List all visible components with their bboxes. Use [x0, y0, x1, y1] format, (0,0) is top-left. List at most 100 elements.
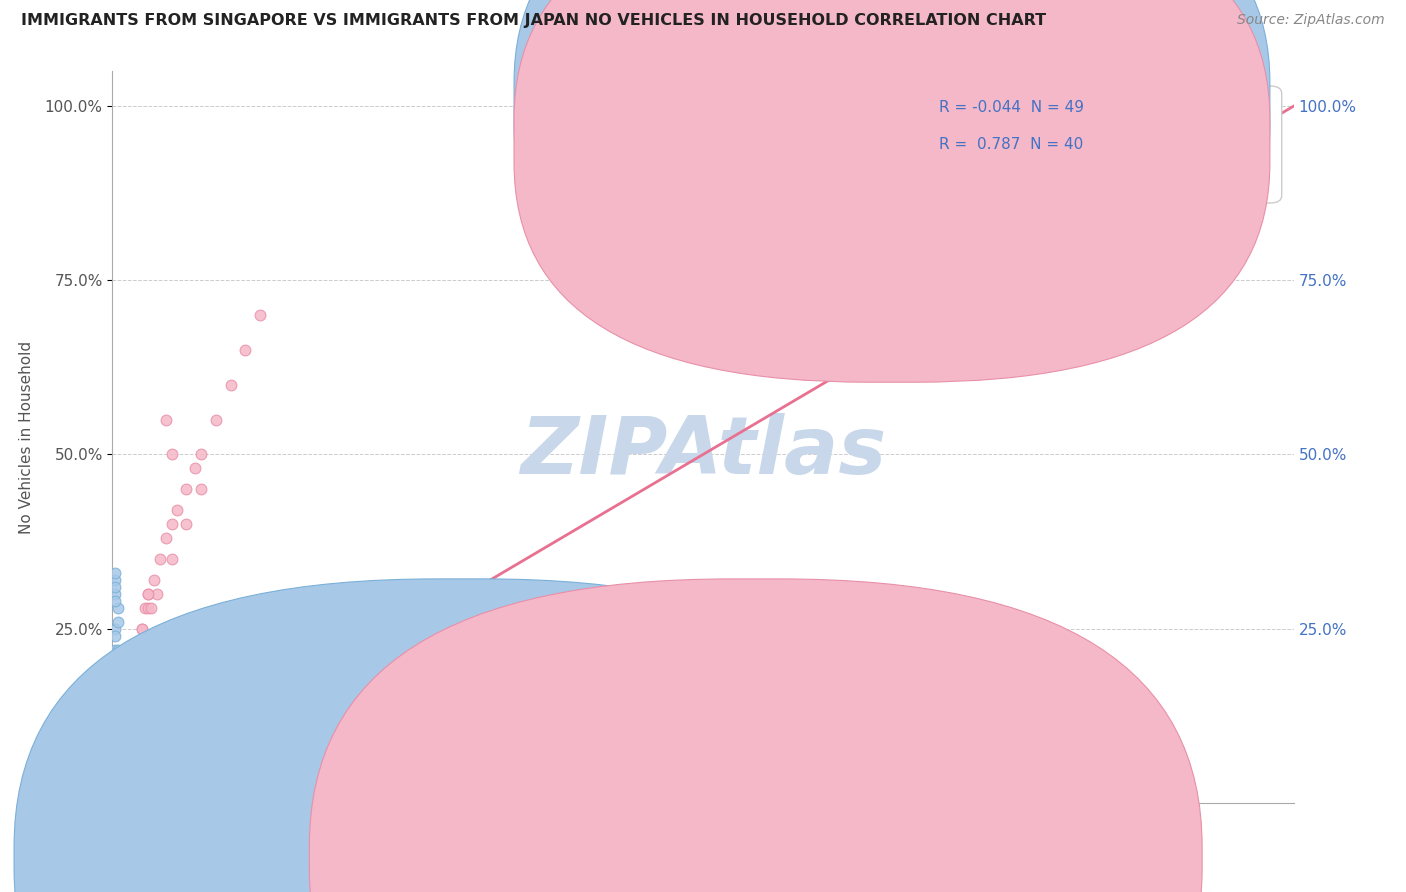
Point — [104, 698, 127, 713]
Point — [205, 412, 228, 426]
Point — [104, 642, 127, 657]
Point — [107, 781, 129, 796]
Point — [110, 726, 132, 740]
Point — [112, 726, 135, 740]
Point — [128, 642, 150, 657]
Text: Source: ZipAtlas.com: Source: ZipAtlas.com — [1237, 13, 1385, 28]
Point — [104, 684, 127, 698]
Text: Immigrants from Japan: Immigrants from Japan — [787, 851, 963, 865]
Text: R =  0.787  N = 40: R = 0.787 N = 40 — [939, 137, 1084, 152]
Point — [125, 642, 148, 657]
Point — [104, 754, 127, 768]
Point — [125, 657, 148, 671]
Point — [117, 712, 138, 726]
Point — [107, 781, 129, 796]
Point — [117, 747, 138, 761]
Point — [219, 377, 242, 392]
Point — [104, 629, 127, 643]
Point — [104, 789, 127, 803]
Point — [112, 775, 135, 789]
Point — [104, 573, 127, 587]
Point — [184, 461, 207, 475]
Point — [107, 615, 129, 629]
Point — [125, 657, 148, 671]
Point — [104, 657, 127, 671]
Point — [107, 712, 129, 726]
Point — [166, 503, 188, 517]
Point — [110, 754, 132, 768]
Point — [104, 740, 127, 755]
Point — [117, 726, 138, 740]
Point — [104, 670, 127, 684]
Point — [110, 733, 132, 747]
Point — [139, 600, 162, 615]
Point — [136, 600, 159, 615]
Point — [233, 343, 256, 357]
Text: Immigrants from Singapore: Immigrants from Singapore — [492, 851, 703, 865]
Point — [107, 642, 129, 657]
Point — [107, 670, 129, 684]
Point — [104, 712, 127, 726]
Text: ZIPAtlas: ZIPAtlas — [520, 413, 886, 491]
Point — [174, 483, 197, 497]
Point — [107, 761, 129, 775]
Point — [110, 740, 132, 755]
Point — [120, 691, 142, 706]
Point — [104, 726, 127, 740]
Point — [107, 768, 129, 782]
Point — [104, 566, 127, 580]
Point — [149, 552, 172, 566]
Point — [160, 448, 183, 462]
Point — [104, 622, 127, 636]
Text: IMMIGRANTS FROM SINGAPORE VS IMMIGRANTS FROM JAPAN NO VEHICLES IN HOUSEHOLD CORR: IMMIGRANTS FROM SINGAPORE VS IMMIGRANTS … — [21, 13, 1046, 29]
FancyBboxPatch shape — [832, 86, 1282, 203]
Point — [107, 747, 129, 761]
Point — [112, 691, 135, 706]
Point — [107, 740, 129, 755]
Point — [110, 657, 132, 671]
Point — [112, 712, 135, 726]
Point — [110, 691, 132, 706]
Point — [160, 517, 183, 532]
Point — [134, 600, 156, 615]
Point — [107, 761, 129, 775]
Point — [120, 670, 142, 684]
Point — [107, 600, 129, 615]
Point — [107, 733, 129, 747]
FancyBboxPatch shape — [515, 0, 1270, 345]
Point — [122, 670, 145, 684]
Point — [112, 754, 135, 768]
Point — [104, 580, 127, 594]
Point — [110, 781, 132, 796]
Point — [131, 622, 153, 636]
FancyBboxPatch shape — [515, 0, 1270, 383]
Point — [110, 761, 132, 775]
Point — [107, 768, 129, 782]
Point — [122, 754, 145, 768]
Point — [110, 712, 132, 726]
Point — [249, 308, 271, 322]
Y-axis label: No Vehicles in Household: No Vehicles in Household — [18, 341, 34, 533]
Point — [155, 412, 177, 426]
Point — [136, 587, 159, 601]
Point — [104, 594, 127, 608]
Point — [190, 448, 212, 462]
Point — [190, 483, 212, 497]
Point — [155, 531, 177, 545]
Text: 0.0%: 0.0% — [112, 832, 152, 847]
Point — [112, 726, 135, 740]
Text: R = -0.044  N = 49: R = -0.044 N = 49 — [939, 101, 1084, 115]
Point — [104, 781, 127, 796]
Point — [117, 691, 138, 706]
Point — [104, 587, 127, 601]
Point — [110, 775, 132, 789]
Point — [136, 587, 159, 601]
Point — [174, 517, 197, 532]
Point — [120, 740, 142, 755]
Point — [107, 691, 129, 706]
Point — [125, 768, 148, 782]
Point — [142, 573, 165, 587]
Point — [160, 552, 183, 566]
Point — [131, 622, 153, 636]
Point — [146, 587, 169, 601]
